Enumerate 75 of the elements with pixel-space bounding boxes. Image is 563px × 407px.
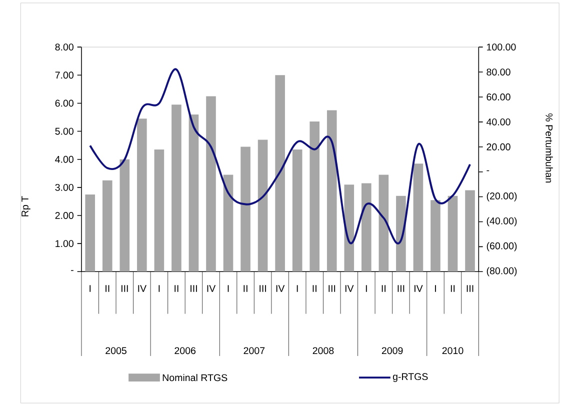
bar	[120, 159, 130, 272]
x-tick-label: II	[312, 285, 316, 292]
x-tick-label: III	[466, 285, 474, 292]
bar	[223, 174, 234, 272]
bar	[430, 200, 440, 272]
x-tick-label: II	[382, 285, 386, 292]
text: 2010	[442, 347, 464, 354]
bar	[172, 104, 182, 272]
x-tick-label: I	[296, 285, 298, 292]
x-tick-label: I	[228, 285, 229, 292]
y-tick-label: 5.00	[55, 128, 74, 135]
text: 2008	[312, 347, 334, 354]
x-tick-label: II	[174, 285, 178, 292]
x-tick-label: III	[398, 285, 404, 292]
y2-tick-label: 20.00	[486, 143, 510, 150]
y2-tick-label: 80.00	[486, 68, 510, 76]
bar	[292, 150, 302, 272]
x-tick-label: III	[121, 285, 128, 292]
y-tick-label: 8.00	[55, 44, 74, 51]
y2-tick-label: 100.00	[487, 44, 516, 51]
x-tick-label: IV	[276, 285, 285, 292]
x-tick-label: IV	[414, 285, 423, 292]
bar	[310, 121, 320, 272]
y2-axis-title: % Pertumbuhan	[546, 113, 553, 183]
x-tick-label: I	[435, 285, 436, 292]
y2-tick-label: (40.00)	[486, 217, 517, 226]
x-tick-label: IV	[138, 285, 146, 292]
x-tick-label: II	[450, 285, 455, 292]
bar	[85, 194, 96, 272]
text: 2007	[244, 347, 265, 354]
x-tick-label: III	[190, 285, 197, 292]
bar	[344, 184, 354, 272]
y-tick-label: 1.00	[56, 240, 74, 248]
y2-tick-label: 60.00	[486, 94, 510, 100]
y2-tick-label: (80.00)	[486, 267, 517, 276]
bar	[326, 110, 337, 272]
x-tick-label: II	[244, 285, 248, 292]
y-tick-label: -	[71, 270, 74, 271]
x-tick-label: IV	[345, 285, 354, 292]
bar	[362, 183, 372, 272]
x-tick-label: III	[260, 285, 266, 292]
bar	[240, 146, 250, 272]
bar	[258, 140, 268, 272]
text: 2006	[174, 347, 196, 354]
x-tick-label: III	[328, 285, 336, 292]
y-tick-label: 2.00	[55, 212, 74, 219]
bar	[188, 114, 199, 272]
legend-label: Nominal RTGS	[162, 374, 228, 382]
bar	[206, 96, 216, 272]
text: 2005	[106, 347, 126, 354]
x-tick-label: I	[158, 285, 160, 292]
bar	[275, 75, 285, 272]
x-tick-label: I	[90, 285, 91, 292]
bar	[137, 118, 147, 272]
bar	[396, 196, 406, 272]
x-tick-label: IV	[207, 285, 216, 292]
y2-tick-label: (60.00)	[486, 242, 517, 252]
y2-tick-label: -	[486, 170, 490, 172]
bar	[465, 190, 475, 272]
bar	[154, 150, 164, 272]
y-tick-label: 7.00	[55, 72, 74, 79]
y-axis-title: Rp T	[22, 196, 30, 216]
y2-tick-label: 40.00	[486, 118, 510, 126]
y2-tick-label: (20.00)	[486, 192, 517, 202]
x-tick-label: I	[366, 285, 367, 292]
bar	[102, 180, 112, 272]
x-tick-label: II	[106, 285, 110, 292]
y-tick-label: 3.00	[55, 184, 74, 191]
text: 2009	[382, 347, 403, 354]
bar	[378, 174, 389, 272]
bar	[413, 164, 424, 272]
legend-label: g-RTGS	[392, 373, 428, 382]
y-tick-label: 6.00	[55, 100, 74, 107]
bar	[448, 196, 458, 272]
y-tick-label: 4.00	[55, 156, 74, 163]
